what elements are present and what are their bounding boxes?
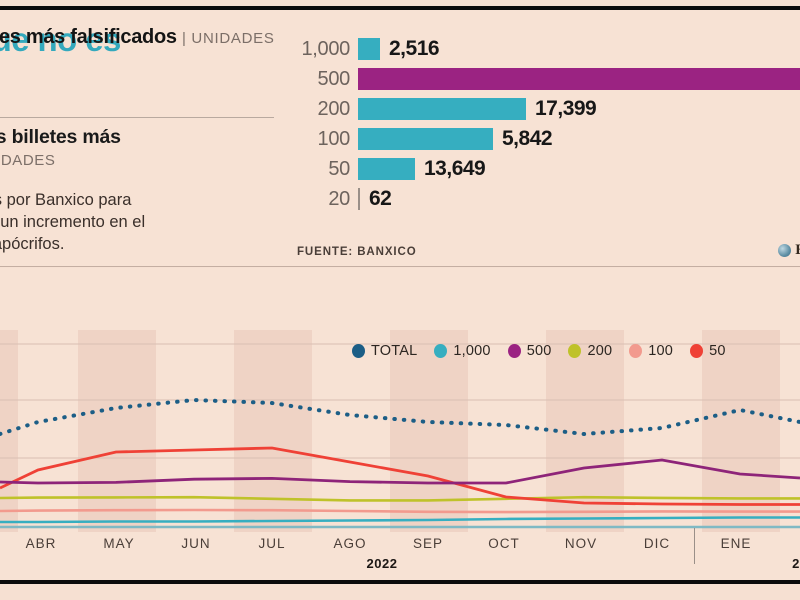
top-divider-rule [0, 6, 800, 10]
x-tick-label: ABR [25, 536, 57, 551]
bar-value-label: 62 [369, 187, 392, 210]
body-paragraph: as recibidas por Banxico para s reflejar… [0, 191, 146, 253]
legend-dot-icon [352, 344, 365, 358]
gridlines [0, 343, 800, 459]
bar-track: 5,842 [358, 127, 800, 151]
series-line-total [0, 397, 800, 437]
x-axis-year-label: 2022 [366, 556, 398, 571]
bottom-divider-rule [0, 580, 800, 584]
bar-zero-tick [358, 188, 360, 210]
bar-row: 50 13,649 [288, 154, 800, 184]
bar-fill [358, 128, 493, 150]
bar-row: 200 17,399 [288, 94, 800, 124]
legend-dot-icon [434, 344, 448, 358]
upper-panel: ero que no es ctivo 2023 | Los billetes … [0, 10, 800, 266]
series-line-100 [0, 508, 800, 514]
x-axis: ABR MAY JUN JUL AGO SEP OCT NOV DIC ENE … [0, 532, 800, 571]
bar-track: 2,516 [358, 37, 800, 61]
bar-row: 100 5,842 [288, 124, 800, 154]
x-tick-label: ENE [720, 536, 752, 551]
legend-item[interactable]: 200 [568, 343, 612, 359]
page-headline: ero que no es ctivo [0, 21, 121, 58]
bar-category-label: 20 [328, 187, 350, 210]
series-line-200 [0, 495, 800, 502]
bar-chart: 1,000 2,516 500 4 200 17,399 [288, 34, 800, 214]
x-tick-label: AGO [333, 536, 367, 551]
x-tick-label: DIC [643, 536, 671, 551]
bar-track: 13,649 [358, 157, 800, 181]
bar-fill [358, 98, 526, 120]
bar-value-label: 5,842 [502, 127, 553, 150]
x-tick-label: JUN [181, 536, 211, 551]
line-chart-svg [0, 330, 800, 532]
legend-item[interactable]: TOTAL [352, 343, 417, 359]
bar-fill [358, 38, 380, 60]
bar-track: 4 [358, 65, 800, 94]
legend-item[interactable]: 50 [690, 343, 726, 359]
legend-item[interactable]: 100 [629, 343, 673, 359]
legend-label: 500 [526, 343, 552, 359]
bar-value-label: 2,516 [389, 37, 440, 60]
bar-category-label: 500 [317, 67, 351, 90]
bar-row: 500 4 [288, 64, 800, 94]
subtitle: 2023 | Los billetes más ados | UNIDADES [0, 126, 294, 170]
bar-row: 20 62 [288, 184, 800, 214]
legend-dot-icon [507, 344, 521, 358]
source-label: FUENTE: BANXICO [297, 246, 417, 258]
x-tick-label: MAY [103, 536, 135, 551]
bar-category-label: 50 [328, 157, 350, 180]
line-chart-title-main: s billetes más falsificados [0, 26, 177, 48]
series-line-1000 [0, 516, 800, 524]
legend-label: 1,000 [453, 343, 491, 359]
x-tick-label: SEP [412, 536, 444, 551]
legend-dot-icon [568, 344, 582, 358]
x-axis-year-label: 2 [792, 556, 800, 571]
legend-label: 200 [587, 343, 613, 359]
bar-category-label: 100 [317, 127, 351, 150]
legend-dot-icon [629, 344, 643, 358]
legend-dot-icon [690, 344, 704, 358]
year-separator [694, 528, 695, 564]
legend-item[interactable]: 1,000 [434, 343, 490, 359]
headline-block: ero que no es ctivo [0, 21, 274, 89]
series-line-50 [0, 446, 800, 506]
bar-category-label: 200 [317, 97, 351, 120]
column-bands [0, 330, 800, 532]
subtitle-main: Los billetes más ados [0, 126, 121, 148]
legend-label: 50 [709, 343, 726, 359]
bar-track: 62 [358, 187, 800, 211]
bar-row: 1,000 2,516 [288, 34, 800, 64]
line-chart-plot [0, 330, 800, 532]
bar-track: 17,399 [358, 97, 800, 121]
line-chart-legend: TOTAL 1,000 500 200 100 50 [352, 343, 726, 359]
bar-fill [358, 158, 415, 180]
x-tick-label: JUL [258, 536, 286, 551]
line-chart-title: s billetes más falsificados | UNIDADES [0, 26, 418, 49]
globe-icon [778, 244, 792, 257]
line-chart-title-units: | UNIDADES [181, 30, 275, 47]
legend-label: 100 [648, 343, 674, 359]
legend-label: TOTAL [371, 343, 418, 359]
publisher-name: EL [795, 242, 800, 259]
x-tick-label: NOV [564, 536, 598, 551]
bar-value-label: 13,649 [424, 157, 486, 180]
bar-fill [358, 68, 800, 90]
subtitle-units: | UNIDADES [0, 152, 56, 170]
publisher-logo: EL [778, 242, 800, 259]
section-divider [0, 266, 800, 267]
series-line-500 [0, 458, 800, 485]
x-tick-label: OCT [488, 536, 520, 551]
bar-value-label: 17,399 [535, 97, 597, 120]
headline-underline [0, 117, 274, 118]
legend-item[interactable]: 500 [507, 343, 552, 359]
bar-category-label: 1,000 [301, 37, 350, 60]
